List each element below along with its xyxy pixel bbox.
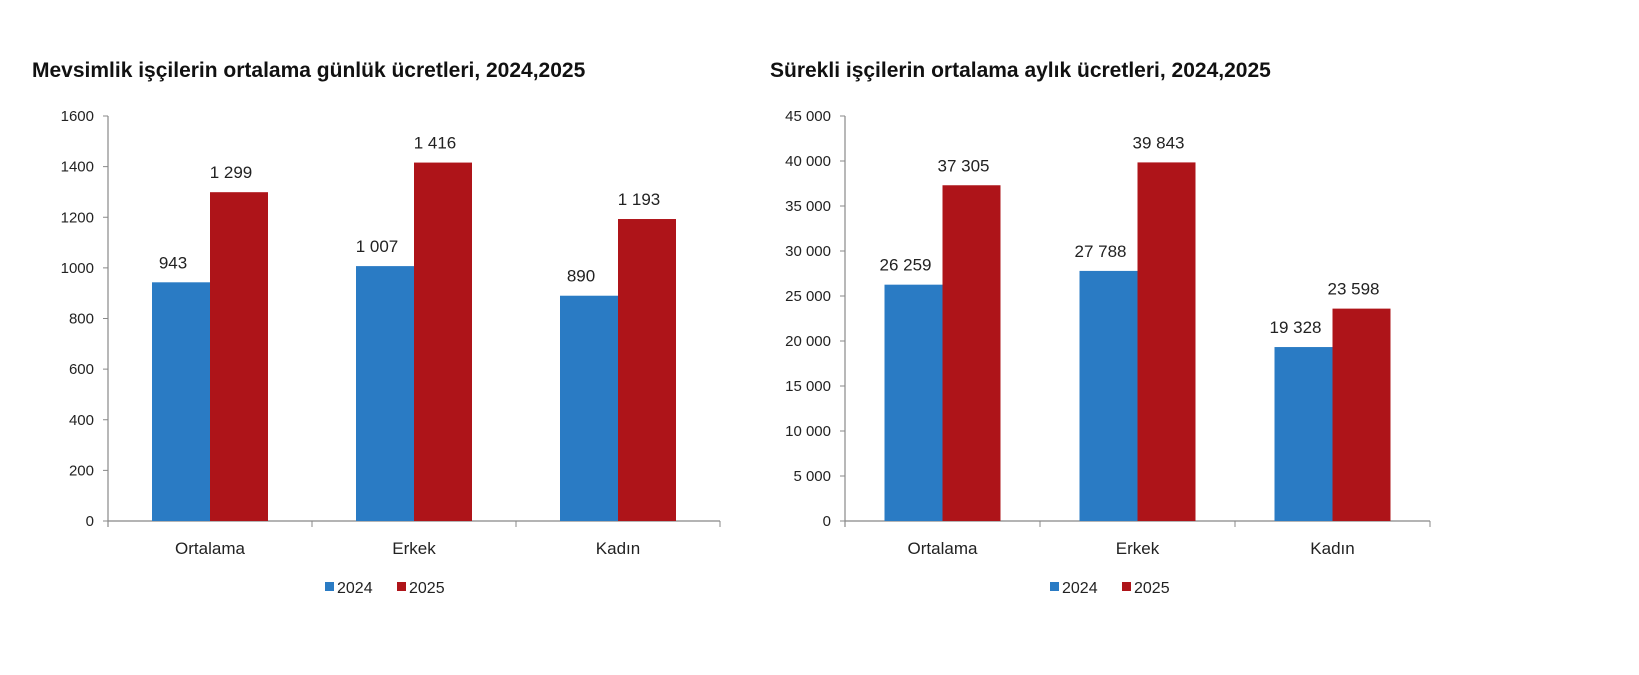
data-label: 1 299 bbox=[210, 163, 253, 182]
data-label: 1 193 bbox=[618, 190, 661, 209]
y-tick-label: 20 000 bbox=[785, 333, 831, 350]
y-tick-label: 200 bbox=[69, 462, 94, 479]
y-tick-label: 800 bbox=[69, 311, 94, 328]
data-label: 1 007 bbox=[356, 237, 399, 256]
legend-label: 2025 bbox=[409, 580, 445, 597]
bar-2025-kadın bbox=[618, 219, 676, 521]
bar-2024-ortalama bbox=[152, 282, 210, 521]
y-tick-label: 45 000 bbox=[785, 108, 831, 125]
y-tick-label: 0 bbox=[86, 513, 94, 530]
bar-2025-erkek bbox=[414, 162, 472, 521]
legend-swatch-2025 bbox=[1122, 582, 1131, 591]
y-tick-label: 1600 bbox=[61, 108, 94, 125]
y-tick-label: 1000 bbox=[61, 260, 94, 277]
category-label: Ortalama bbox=[908, 539, 978, 558]
y-tick-label: 400 bbox=[69, 412, 94, 429]
legend-label: 2025 bbox=[1134, 580, 1170, 597]
chart-title: Sürekli işçilerin ortalama aylık ücretle… bbox=[770, 59, 1271, 82]
legend-swatch-2024 bbox=[1050, 582, 1059, 591]
y-tick-label: 1200 bbox=[61, 209, 94, 226]
category-label: Erkek bbox=[1116, 539, 1160, 558]
data-label: 37 305 bbox=[938, 156, 990, 175]
category-label: Ortalama bbox=[175, 539, 245, 558]
bar-2024-kadın bbox=[560, 295, 618, 521]
bar-2025-ortalama bbox=[210, 192, 268, 522]
chart-title: Mevsimlik işçilerin ortalama günlük ücre… bbox=[32, 59, 586, 82]
y-tick-label: 5 000 bbox=[793, 468, 831, 485]
legend-swatch-2025 bbox=[397, 582, 406, 591]
y-tick-label: 15 000 bbox=[785, 378, 831, 395]
bar-2024-erkek bbox=[1079, 270, 1138, 521]
category-label: Kadın bbox=[1310, 539, 1354, 558]
y-tick-label: 1400 bbox=[61, 159, 94, 176]
data-label: 23 598 bbox=[1328, 280, 1380, 299]
data-label: 19 328 bbox=[1270, 318, 1322, 337]
legend-swatch-2024 bbox=[325, 582, 334, 591]
data-label: 26 259 bbox=[880, 256, 932, 275]
y-tick-label: 10 000 bbox=[785, 423, 831, 440]
y-tick-label: 35 000 bbox=[785, 198, 831, 215]
category-label: Kadın bbox=[596, 539, 640, 558]
bar-2025-erkek bbox=[1137, 162, 1196, 521]
y-tick-label: 25 000 bbox=[785, 288, 831, 305]
data-label: 27 788 bbox=[1075, 242, 1127, 261]
category-label: Erkek bbox=[392, 539, 436, 558]
legend-label: 2024 bbox=[337, 580, 373, 597]
y-tick-label: 40 000 bbox=[785, 153, 831, 170]
bar-2024-erkek bbox=[356, 266, 414, 521]
bar-2024-ortalama bbox=[884, 284, 943, 521]
data-label: 39 843 bbox=[1133, 133, 1185, 152]
y-tick-label: 30 000 bbox=[785, 243, 831, 260]
legend-label: 2024 bbox=[1062, 580, 1098, 597]
data-label: 943 bbox=[159, 253, 187, 272]
bar-2024-kadın bbox=[1274, 347, 1333, 521]
data-label: 890 bbox=[567, 267, 595, 286]
y-tick-label: 600 bbox=[69, 361, 94, 378]
data-label: 1 416 bbox=[414, 134, 457, 153]
bar-2025-kadın bbox=[1332, 308, 1391, 521]
y-tick-label: 0 bbox=[823, 513, 831, 530]
bar-2025-ortalama bbox=[942, 185, 1001, 521]
